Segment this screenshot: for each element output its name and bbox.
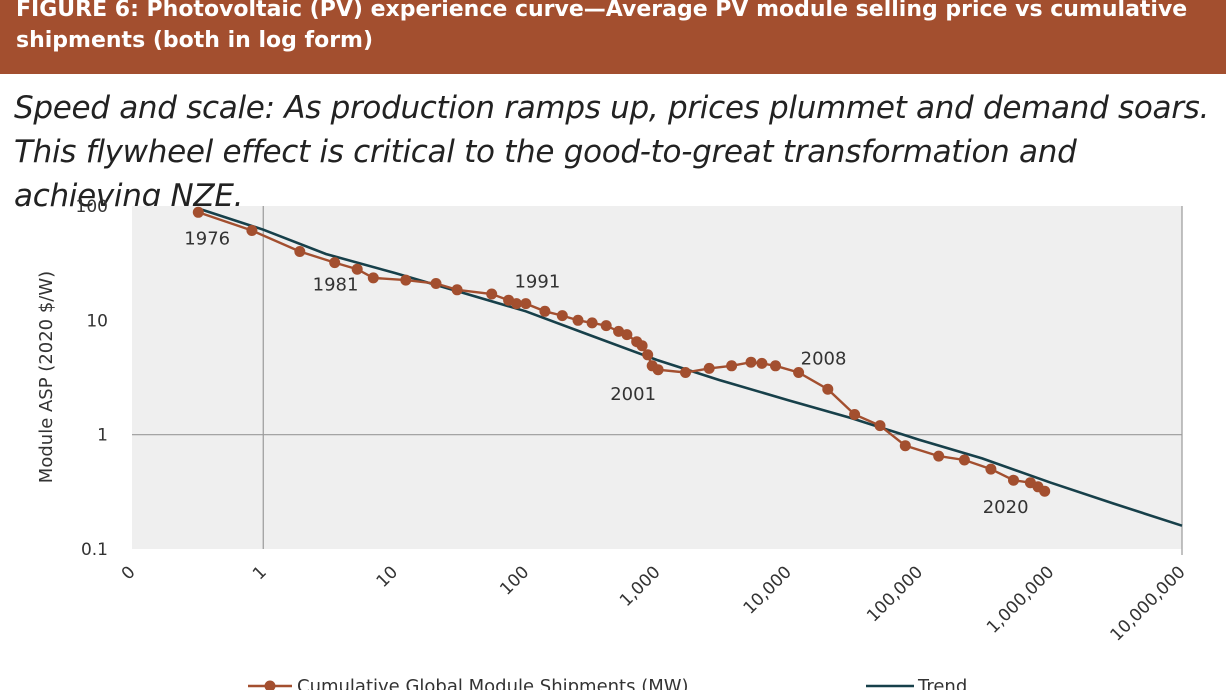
y-tick-label: 0.1 — [81, 540, 108, 560]
x-tick-label: 100 — [496, 562, 533, 599]
shipments-point — [958, 454, 970, 466]
shipments-point — [329, 257, 341, 269]
y-tick-label: 1 — [97, 426, 108, 446]
shipments-point — [680, 367, 691, 378]
shipments-point — [745, 356, 757, 368]
x-tick-label: 1,000,000 — [983, 562, 1058, 637]
shipments-point — [451, 284, 463, 296]
x-tick-label: 100,000 — [863, 562, 927, 626]
figure-header: FIGURE 6: Photovoltaic (PV) experience c… — [0, 0, 1226, 74]
y-tick-label: 10 — [86, 311, 108, 331]
shipments-point — [822, 383, 834, 395]
x-tick-label: 0 — [118, 562, 140, 584]
shipments-point — [192, 206, 204, 218]
year-annotation: 2008 — [801, 348, 847, 369]
shipments-point — [770, 360, 781, 372]
year-annotation: 2020 — [983, 497, 1029, 518]
legend-shipments-marker — [264, 680, 276, 690]
shipments-point — [539, 305, 551, 317]
x-tick-label: 1 — [249, 562, 271, 584]
annotations: 1976 1981 1991 2001 2008 2020 — [184, 228, 1028, 518]
shipments-point — [367, 272, 379, 284]
shipments-point — [556, 310, 568, 322]
legend: Cumulative Global Module Shipments (MW) T… — [248, 676, 967, 690]
legend-shipments-label: Cumulative Global Module Shipments (MW) — [297, 676, 689, 690]
shipments-point — [642, 349, 654, 361]
shipments-point — [400, 274, 412, 286]
shipments-point — [874, 420, 886, 432]
x-tick-label: 10,000 — [740, 562, 796, 618]
year-annotation: 1991 — [514, 272, 560, 293]
shipments-point — [636, 340, 648, 352]
figure-subtitle: Speed and scale: As production ramps up,… — [14, 90, 1210, 214]
shipments-point — [793, 367, 805, 378]
shipments-point — [511, 298, 522, 310]
shipments-point — [351, 263, 363, 275]
shipments-point — [899, 440, 911, 452]
shipments-point — [933, 450, 945, 462]
shipments-point — [726, 360, 738, 372]
grid — [132, 206, 1183, 555]
x-tick-label: 10,000,000 — [1107, 562, 1190, 645]
legend-trend-label: Trend — [917, 676, 967, 690]
shipments-point — [486, 288, 498, 300]
shipments-point — [1039, 485, 1051, 497]
x-tick-label: 10 — [373, 562, 402, 591]
shipments-point — [652, 364, 664, 376]
shipments-point — [430, 278, 442, 289]
shipments-point — [756, 357, 768, 369]
shipments-point — [613, 325, 625, 337]
year-annotation: 2001 — [610, 384, 656, 405]
shipments-point — [1008, 474, 1019, 486]
shipments-point — [703, 362, 715, 374]
year-annotation: 1976 — [184, 228, 230, 249]
figure-title: FIGURE 6: Photovoltaic (PV) experience c… — [16, 0, 1188, 53]
shipments-point — [520, 298, 532, 310]
x-tick-label: 1,000 — [616, 562, 665, 611]
shipments-point — [985, 463, 997, 475]
shipments-point — [246, 225, 258, 236]
shipments-point — [572, 314, 584, 326]
y-axis-ticks: 100 10 1 0.1 — [76, 197, 108, 560]
shipments-point — [600, 320, 612, 332]
x-axis-ticks: 0 1 10 100 1,000 10,000 100,000 1,000,000 10,000… — [118, 562, 1190, 645]
year-annotation: 1981 — [313, 275, 359, 296]
plot-area — [132, 206, 1182, 549]
shipments-point — [621, 329, 633, 341]
y-tick-label: 100 — [76, 197, 108, 217]
y-axis-title: Module ASP (2020 $/W) — [36, 271, 57, 483]
shipments-point — [294, 246, 306, 257]
shipments-point — [849, 409, 861, 420]
shipments-point — [586, 317, 598, 329]
shipments-layer — [192, 206, 1051, 497]
